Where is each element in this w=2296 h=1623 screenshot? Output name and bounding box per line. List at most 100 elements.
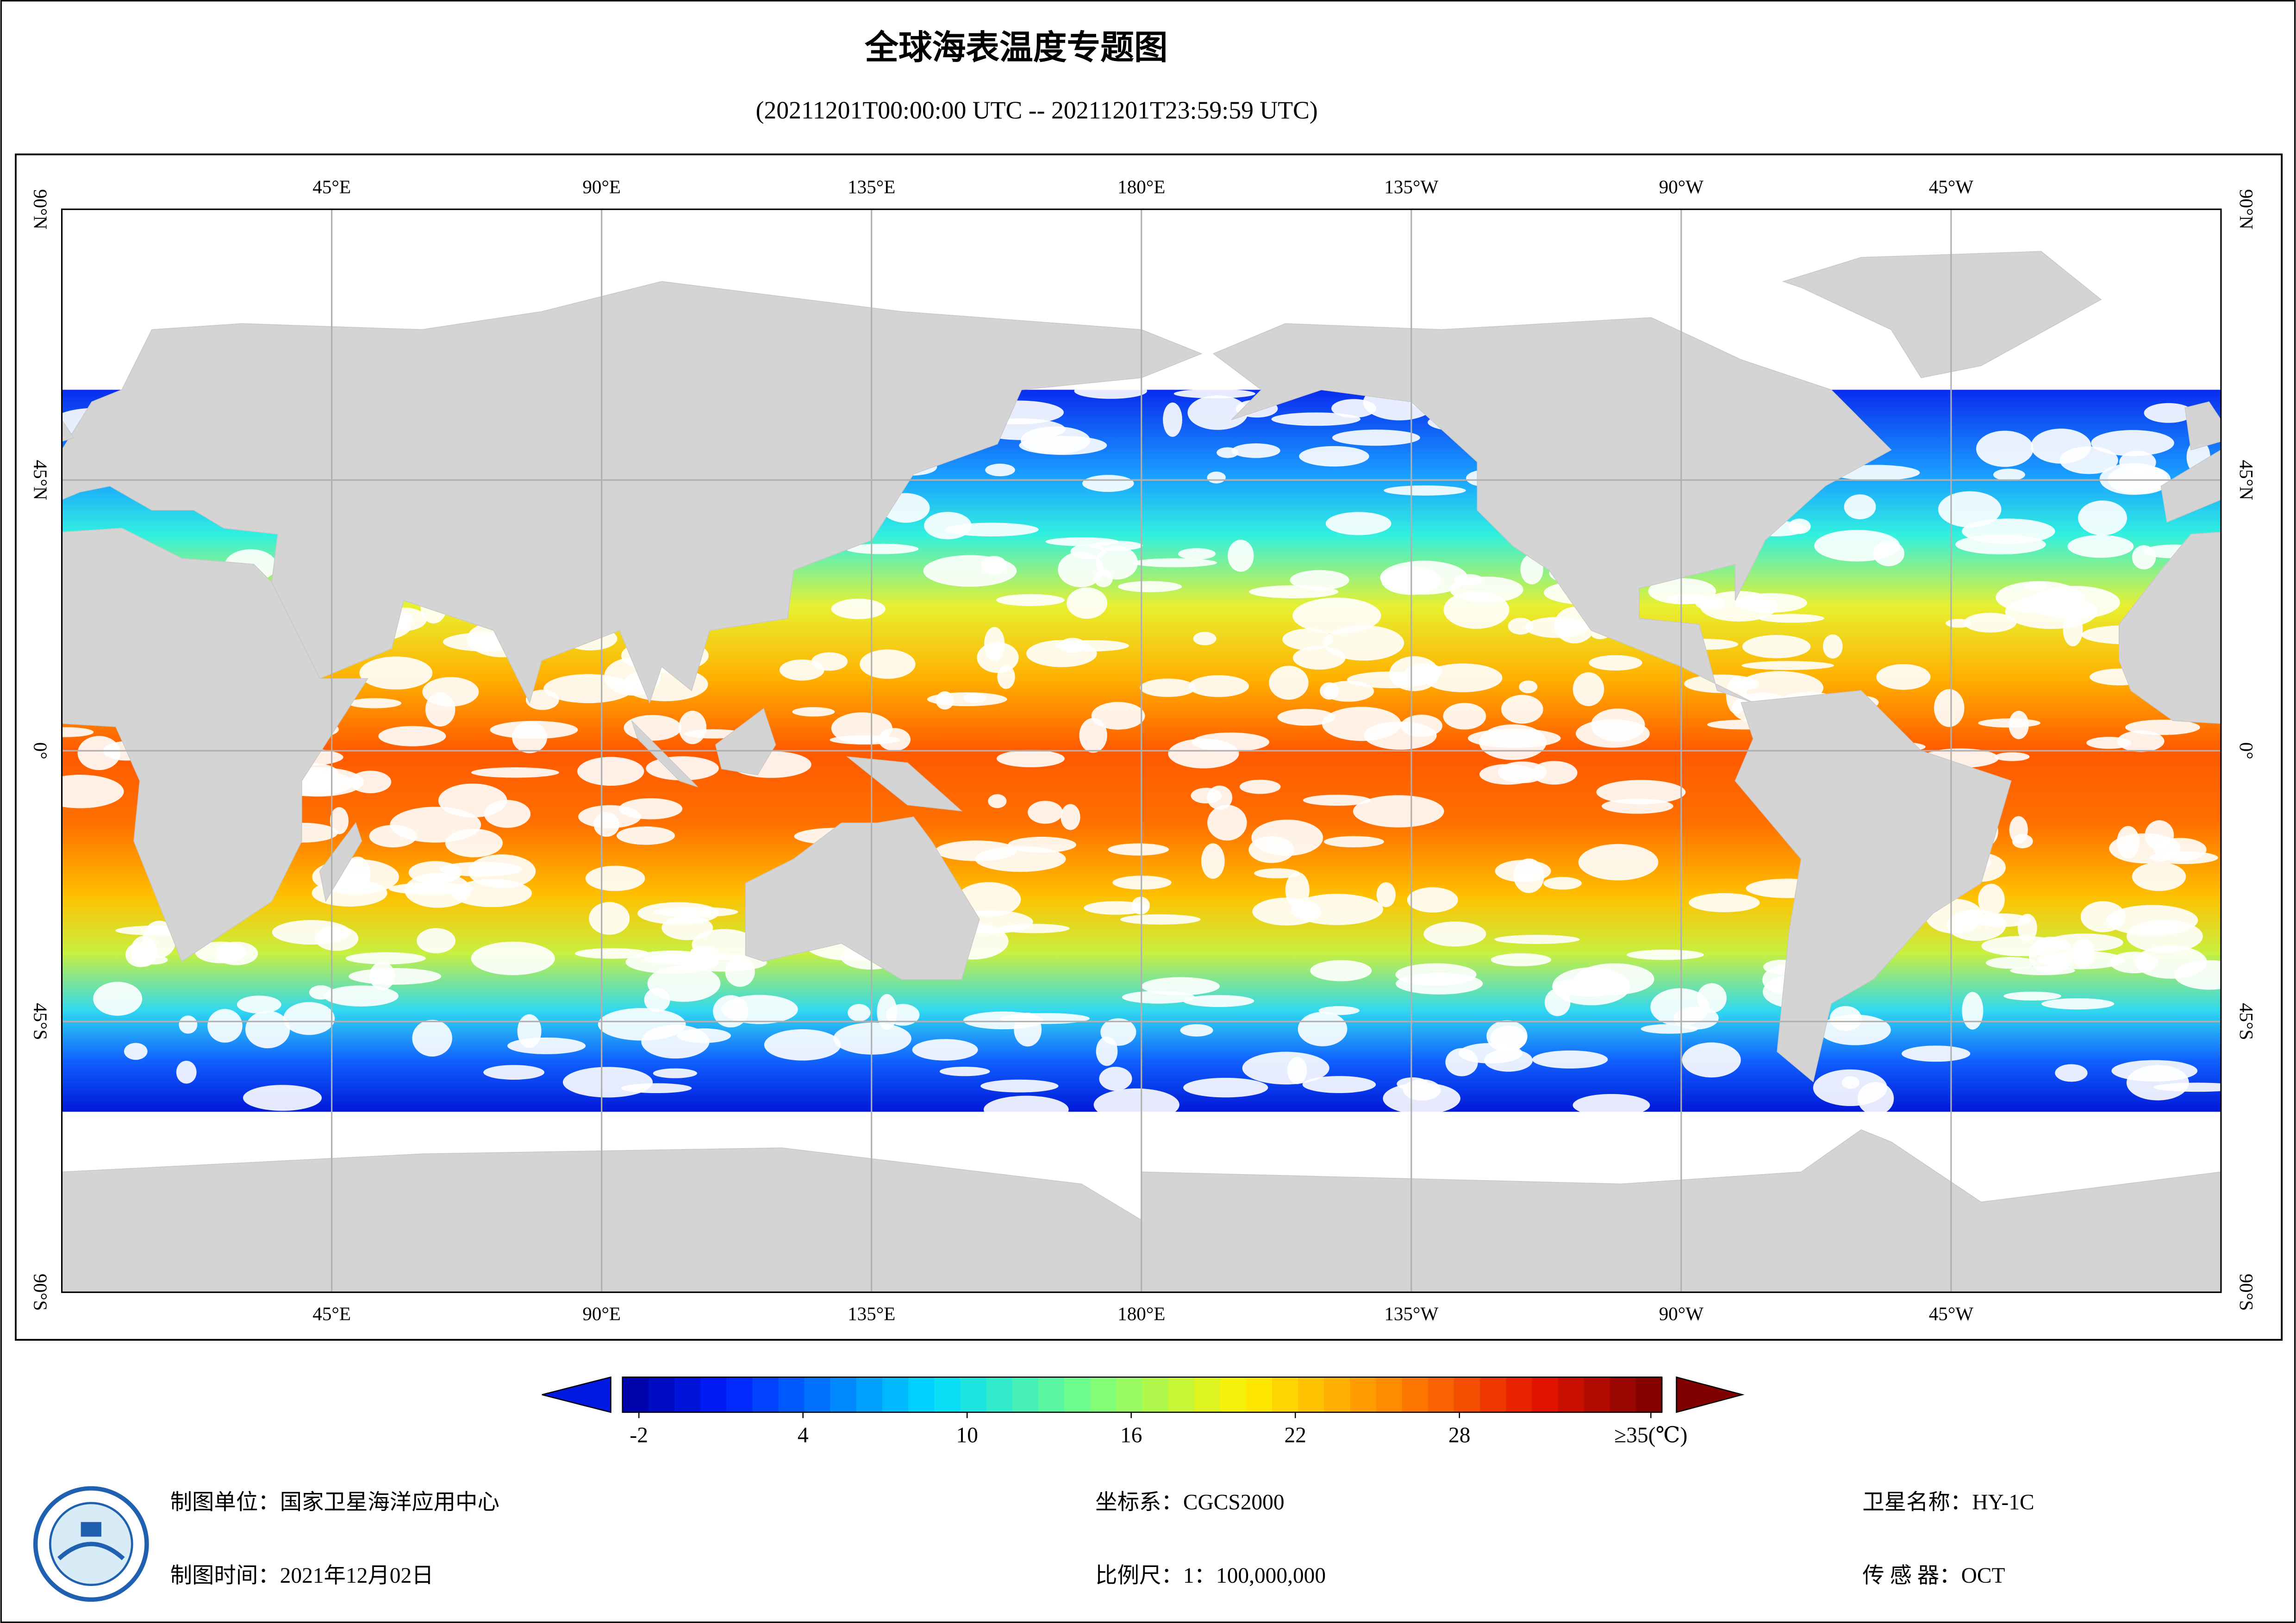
lat-label: 90°N (2236, 189, 2257, 230)
cloud (1132, 558, 1217, 567)
cloud (1303, 795, 1371, 806)
colorbar-cell (1116, 1377, 1143, 1412)
cloud (1741, 661, 1834, 670)
cloud (1201, 843, 1225, 879)
cloud (1380, 560, 1468, 595)
cloud (1248, 836, 1295, 863)
cloud (1946, 619, 1972, 628)
colorbar-label: ≥35(℃) (1614, 1423, 1687, 1447)
cloud (1291, 894, 1383, 925)
cloud (1981, 936, 2063, 957)
cloud (1938, 491, 2002, 528)
lon-label: 135°E (848, 1303, 895, 1324)
land (1212, 317, 1892, 703)
land (2160, 449, 2221, 523)
cloud (984, 627, 1005, 661)
cloud (574, 948, 649, 959)
cloud (2078, 500, 2128, 535)
lon-label: 45°E (312, 176, 351, 197)
cloud (2132, 862, 2186, 891)
cloud (1302, 1076, 1376, 1094)
cloud (1322, 707, 1401, 741)
cloud (1140, 678, 1196, 697)
cloud (345, 952, 426, 964)
cloud (2174, 960, 2221, 990)
cloud (1292, 597, 1381, 634)
colorbar-cell (1064, 1377, 1091, 1412)
cloud (1099, 1066, 1132, 1091)
lat-label: 90°S (30, 1274, 51, 1311)
cloud (2028, 585, 2120, 619)
cloud (2145, 820, 2174, 850)
cloud (1193, 632, 1217, 646)
cloud (1589, 655, 1642, 671)
cloud (848, 1004, 871, 1021)
lat-label: 90°N (30, 189, 51, 230)
cloud (2110, 951, 2159, 974)
cloud (471, 767, 559, 778)
colorbar-cell (778, 1377, 805, 1412)
cloud (1183, 1077, 1268, 1098)
cloud (1093, 1088, 1179, 1121)
cloud (215, 941, 258, 965)
cloud (2031, 429, 2091, 464)
cloud (833, 1022, 911, 1055)
cloud (348, 968, 442, 985)
cloud (176, 1061, 197, 1084)
cloud (1742, 635, 1811, 659)
cloud (1376, 882, 1396, 908)
cloud (1325, 512, 1391, 535)
cloud (2091, 430, 2174, 456)
land (319, 822, 362, 902)
cloud (1282, 628, 1333, 650)
footer-scale: 比例尺：1：100,000,000 (1095, 1564, 1326, 1588)
cloud (1976, 430, 2034, 467)
cloud (2116, 826, 2140, 858)
cloud (598, 1008, 686, 1041)
cloud (517, 1014, 542, 1048)
cloud (1978, 718, 2040, 728)
cloud (939, 1066, 990, 1076)
cloud (1228, 540, 1254, 572)
cloud (1271, 412, 1361, 426)
cloud (2067, 535, 2134, 558)
colorbar-label: 4 (798, 1423, 809, 1447)
under-arrow (542, 1376, 611, 1413)
cloud (324, 985, 399, 1007)
colorbar-cell (1168, 1377, 1195, 1412)
cloud (1084, 901, 1148, 915)
cloud (1120, 914, 1201, 925)
cloud (2080, 901, 2126, 933)
cloud (1494, 935, 1580, 944)
cloud (1575, 963, 1654, 995)
cloud (77, 736, 121, 771)
cloud (245, 1010, 290, 1049)
lat-label: 45°N (30, 460, 51, 500)
cloud (1290, 570, 1349, 591)
colorbar-cell (1402, 1377, 1429, 1412)
cloud (1173, 389, 1255, 398)
colorbar-cell (856, 1377, 883, 1412)
cloud (2119, 450, 2156, 474)
land (2118, 532, 2221, 724)
graticule-labels: 45°E 45°E 90°E 90°E 135°E 135°E 180°E 180°E 135°… (30, 176, 2258, 1324)
cloud (779, 659, 824, 681)
cloud (1423, 663, 1503, 692)
cloud (2072, 939, 2095, 968)
cloud (412, 1020, 452, 1057)
land (846, 756, 963, 812)
colorbar-cell (1506, 1377, 1533, 1412)
cloud (2111, 1060, 2198, 1082)
cloud (243, 1085, 322, 1111)
cloud (369, 825, 417, 848)
cloud (981, 556, 1007, 575)
cloud (1901, 1045, 1971, 1062)
cloud (1822, 634, 1843, 659)
cloud (830, 735, 901, 745)
cloud (1962, 518, 2055, 544)
colorbar-cell (1428, 1377, 1455, 1412)
cloud (93, 982, 143, 1016)
cloud (1668, 594, 1710, 604)
